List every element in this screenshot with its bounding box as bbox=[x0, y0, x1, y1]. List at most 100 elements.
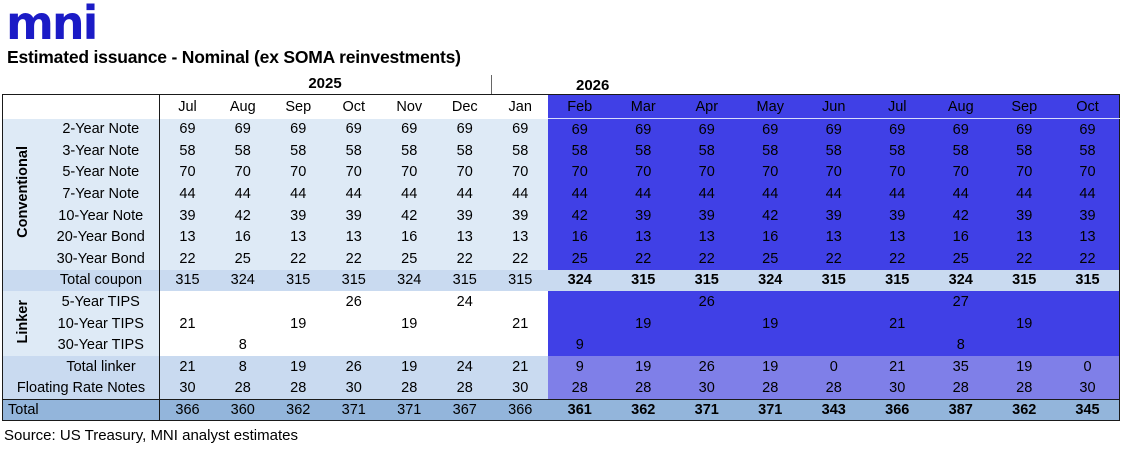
value-cell: 42 bbox=[215, 204, 271, 227]
value-cell: 58 bbox=[865, 140, 929, 162]
value-cell: 19 bbox=[270, 356, 326, 378]
row-label: 30-Year TIPS bbox=[42, 334, 160, 357]
value-cell: 39 bbox=[675, 204, 739, 227]
value-cell: 315 bbox=[865, 269, 929, 292]
value-cell: 44 bbox=[865, 183, 929, 205]
value-cell bbox=[992, 334, 1056, 357]
value-cell: 0 bbox=[1056, 356, 1120, 378]
value-cell: 8 bbox=[929, 334, 993, 357]
value-cell: 70 bbox=[159, 161, 215, 184]
value-cell: 28 bbox=[992, 377, 1056, 400]
table-row: 3-Year Note 58 58 58 58 58 58 58 58 58 58 58 58 58 58 5… bbox=[3, 140, 1120, 162]
value-cell: 28 bbox=[548, 377, 612, 400]
value-cell: 315 bbox=[437, 269, 493, 292]
value-cell: 315 bbox=[270, 269, 326, 292]
value-cell: 13 bbox=[270, 226, 326, 249]
value-cell: 35 bbox=[929, 356, 993, 378]
value-cell bbox=[437, 334, 493, 357]
value-cell: 69 bbox=[492, 118, 548, 141]
value-cell bbox=[492, 291, 548, 313]
value-cell: 315 bbox=[326, 269, 382, 292]
value-cell: 44 bbox=[738, 183, 802, 205]
year-header-row: 2025 2026 bbox=[2, 74, 1122, 94]
value-cell: 70 bbox=[215, 161, 271, 184]
value-cell: 44 bbox=[929, 183, 993, 205]
value-cell: 70 bbox=[1056, 161, 1120, 184]
value-cell: 70 bbox=[865, 161, 929, 184]
value-cell: 70 bbox=[492, 161, 548, 184]
month-header: Dec bbox=[437, 94, 493, 119]
month-header: May bbox=[738, 94, 802, 119]
value-cell: 58 bbox=[738, 140, 802, 162]
table-row: Conventional 2-Year Note 69 69 69 69 69 69 69 69 6… bbox=[2, 118, 1120, 270]
value-cell: 19 bbox=[992, 356, 1056, 378]
month-header: Oct bbox=[1056, 94, 1120, 119]
value-cell: 13 bbox=[159, 226, 215, 249]
value-cell: 315 bbox=[802, 269, 866, 292]
value-cell: 44 bbox=[992, 183, 1056, 205]
value-cell: 315 bbox=[675, 269, 739, 292]
value-cell: 26 bbox=[326, 291, 382, 313]
month-header: Nov bbox=[381, 94, 437, 119]
month-header: Jun bbox=[802, 94, 866, 119]
value-cell: 22 bbox=[675, 248, 739, 270]
value-cell: 315 bbox=[159, 269, 215, 292]
value-cell: 19 bbox=[611, 356, 675, 378]
value-cell: 315 bbox=[1056, 269, 1120, 292]
value-cell bbox=[992, 291, 1056, 313]
table-row: 10-Year TIPS 21 19 19 21 19 19 21 19 bbox=[3, 312, 1120, 335]
value-cell: 16 bbox=[548, 226, 612, 249]
value-cell: 30 bbox=[326, 377, 382, 400]
month-header: Sep bbox=[992, 94, 1056, 119]
value-cell: 22 bbox=[326, 248, 382, 270]
month-header: Aug bbox=[929, 94, 993, 119]
value-cell: 366 bbox=[492, 398, 548, 421]
value-cell: 8 bbox=[215, 356, 271, 378]
month-header: Jul bbox=[159, 94, 215, 119]
value-cell bbox=[1056, 334, 1120, 357]
value-cell bbox=[492, 334, 548, 357]
value-cell: 70 bbox=[992, 161, 1056, 184]
value-cell: 324 bbox=[738, 269, 802, 292]
value-cell: 362 bbox=[270, 398, 326, 421]
value-cell bbox=[381, 291, 437, 313]
value-cell: 22 bbox=[437, 248, 493, 270]
value-cell: 360 bbox=[215, 398, 271, 421]
value-cell: 19 bbox=[381, 356, 437, 378]
page-title: Estimated issuance - Nominal (ex SOMA re… bbox=[7, 47, 461, 67]
value-cell: 16 bbox=[738, 226, 802, 249]
row-label: 5-Year Note bbox=[42, 161, 160, 184]
value-cell bbox=[865, 334, 929, 357]
value-cell: 13 bbox=[492, 226, 548, 249]
value-cell: 69 bbox=[992, 118, 1056, 141]
value-cell: 58 bbox=[802, 140, 866, 162]
value-cell: 69 bbox=[738, 118, 802, 141]
value-cell: 39 bbox=[159, 204, 215, 227]
value-cell: 39 bbox=[611, 204, 675, 227]
value-cell bbox=[675, 334, 739, 357]
table-row: Linker 5-Year TIPS 26 24 26 27 bbox=[2, 291, 1120, 357]
value-cell: 13 bbox=[802, 226, 866, 249]
value-cell: 362 bbox=[611, 398, 675, 421]
value-cell: 58 bbox=[492, 140, 548, 162]
value-cell: 28 bbox=[738, 377, 802, 400]
value-cell: 69 bbox=[1056, 118, 1120, 141]
value-cell: 25 bbox=[929, 248, 993, 270]
value-cell: 28 bbox=[437, 377, 493, 400]
value-cell: 69 bbox=[802, 118, 866, 141]
value-cell: 70 bbox=[548, 161, 612, 184]
value-cell: 9 bbox=[548, 334, 612, 357]
value-cell: 69 bbox=[548, 118, 612, 141]
value-cell: 39 bbox=[1056, 204, 1120, 227]
value-cell bbox=[802, 312, 866, 335]
value-cell bbox=[738, 334, 802, 357]
mni-logo: mni bbox=[6, 0, 98, 50]
value-cell: 30 bbox=[492, 377, 548, 400]
value-cell: 69 bbox=[215, 118, 271, 141]
row-label: 5-Year TIPS bbox=[42, 291, 160, 313]
row-label: 7-Year Note bbox=[42, 183, 160, 205]
table-row: 5-Year Note 70 70 70 70 70 70 70 70 70 70 70 70 70 70 7… bbox=[3, 161, 1120, 184]
value-cell: 69 bbox=[865, 118, 929, 141]
value-cell: 13 bbox=[992, 226, 1056, 249]
